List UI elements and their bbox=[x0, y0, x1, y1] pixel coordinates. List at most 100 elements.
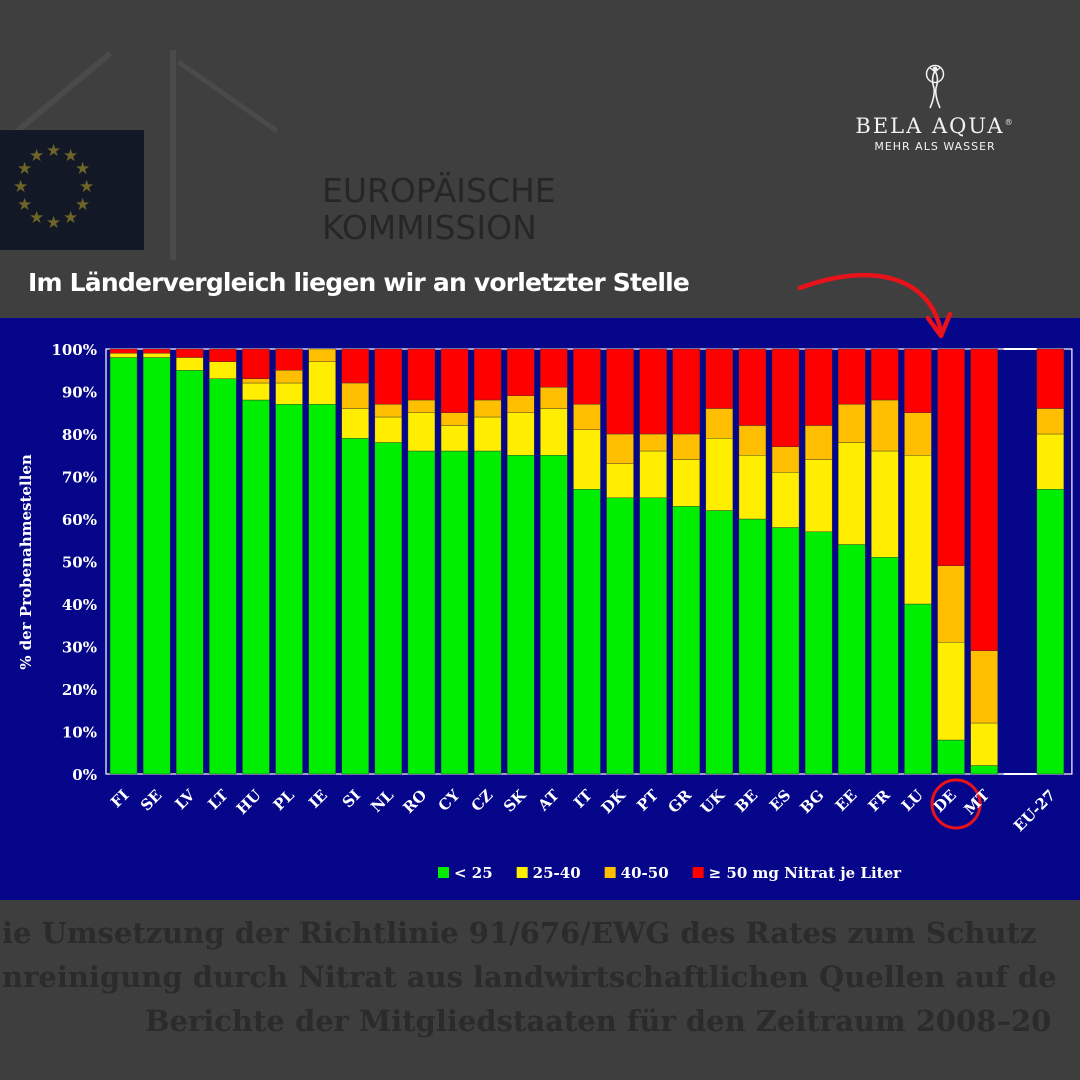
x-tick-label: NL bbox=[367, 786, 397, 816]
bar-segment bbox=[639, 450, 667, 498]
bar-segment bbox=[771, 472, 800, 528]
bar-segment bbox=[937, 642, 965, 741]
bar-segment bbox=[738, 425, 767, 456]
bar-segment bbox=[871, 348, 899, 401]
bar-segment bbox=[1036, 348, 1065, 409]
caption-line-1: ie Umsetzung der Richtlinie 91/676/EWG d… bbox=[2, 916, 1037, 950]
bar-segment bbox=[672, 506, 700, 775]
legend-label: ≥ 50 mg Nitrat je Liter bbox=[709, 864, 902, 882]
y-tick-label: 90% bbox=[62, 384, 97, 402]
bar-segment bbox=[804, 348, 833, 426]
y-tick-label: 20% bbox=[62, 681, 97, 699]
bar-segment bbox=[242, 399, 270, 775]
chart-panel: 0% 10% 20% 30% 40% 50% 60% 70% 80% 90% 100% % der P… bbox=[0, 318, 1080, 900]
commission-line-1: EUROPÄISCHE bbox=[322, 171, 556, 210]
bar-segment bbox=[341, 348, 369, 384]
y-tick-label: 0% bbox=[72, 766, 97, 784]
bar-segment bbox=[209, 361, 237, 379]
x-tick-label: CZ bbox=[468, 786, 497, 815]
x-tick-label: PL bbox=[270, 786, 298, 814]
bar-segment bbox=[970, 650, 998, 724]
x-tick-label: EE bbox=[832, 786, 861, 815]
bar-segment bbox=[1036, 489, 1065, 775]
brand-tagline: MEHR ALS WASSER bbox=[874, 140, 996, 153]
x-tick-label: SI bbox=[339, 786, 364, 811]
y-tick-label: 100% bbox=[51, 341, 97, 359]
bar-segment bbox=[771, 446, 800, 473]
bar-segment bbox=[540, 348, 568, 388]
decorative-building-line bbox=[170, 50, 176, 260]
legend-label: 25-40 bbox=[533, 864, 581, 882]
bar-segment bbox=[341, 382, 369, 409]
commission-line-2: KOMMISSION bbox=[322, 208, 537, 247]
bar-segment bbox=[838, 442, 866, 545]
bar-segment bbox=[904, 455, 932, 605]
x-tick-label: SE bbox=[137, 786, 165, 814]
bar-segment bbox=[904, 603, 932, 775]
bar-segment bbox=[639, 497, 667, 775]
bar-segment bbox=[937, 565, 965, 643]
bar-segment bbox=[440, 412, 469, 426]
y-tick-label: 40% bbox=[62, 596, 97, 614]
decorative-building-line bbox=[177, 60, 279, 133]
bar-segment bbox=[473, 348, 502, 401]
bar-segment bbox=[374, 442, 403, 775]
x-tick-label: FI bbox=[107, 786, 132, 811]
bar-segment bbox=[672, 459, 700, 507]
y-tick-label: 70% bbox=[62, 469, 97, 487]
bar-segment bbox=[573, 429, 601, 490]
bar-segment bbox=[407, 412, 436, 452]
bar-segment bbox=[804, 459, 833, 532]
y-tick-label: 10% bbox=[62, 724, 97, 742]
x-tick-label: IT bbox=[570, 786, 596, 812]
bar-segment bbox=[275, 370, 303, 384]
bar-segment bbox=[738, 518, 767, 775]
y-tick-label: 80% bbox=[62, 426, 97, 444]
bar-segment bbox=[275, 404, 303, 775]
x-tick-label: DK bbox=[598, 785, 630, 817]
bar-segment bbox=[937, 739, 965, 775]
bar-segment bbox=[341, 438, 369, 775]
bar-segment bbox=[573, 348, 601, 405]
legend-swatch bbox=[516, 867, 528, 878]
bar-segment bbox=[209, 378, 237, 775]
legend-swatch bbox=[692, 867, 704, 878]
bar-segment bbox=[507, 395, 535, 413]
bar-segment bbox=[871, 399, 899, 452]
bar-segment bbox=[440, 450, 469, 775]
headline: Im Ländervergleich liegen wir an vorletz… bbox=[28, 268, 690, 297]
x-tick-label: BG bbox=[797, 786, 828, 817]
bar-segment bbox=[507, 412, 535, 456]
x-tick-label: GR bbox=[664, 786, 695, 817]
bar-segment bbox=[440, 348, 469, 413]
bar-segment bbox=[970, 348, 998, 651]
bar-segment bbox=[639, 348, 667, 435]
bar-segment bbox=[738, 348, 767, 426]
y-axis-label: % der Probenahmestellen bbox=[17, 454, 35, 670]
x-tick-label: MT bbox=[961, 786, 994, 819]
bar-segment bbox=[771, 348, 800, 447]
bar-segment bbox=[374, 348, 403, 405]
bar-segment bbox=[308, 404, 336, 775]
mermaid-logo-icon bbox=[925, 64, 945, 109]
bar-segment bbox=[970, 722, 998, 766]
bar-segment bbox=[440, 425, 469, 452]
bar-segment bbox=[142, 348, 171, 354]
x-tick-label: EU-27 bbox=[1010, 786, 1059, 835]
highlight-circle bbox=[930, 778, 982, 830]
bar-segment bbox=[771, 527, 800, 775]
bar-segment bbox=[738, 455, 767, 520]
bar-segment bbox=[606, 433, 634, 464]
bar-segment bbox=[407, 399, 436, 413]
bar-segment bbox=[904, 348, 932, 413]
bar-segment bbox=[176, 370, 204, 775]
bar-segment bbox=[473, 450, 502, 775]
bar-segment bbox=[871, 557, 899, 775]
bar-segment bbox=[705, 510, 734, 775]
bar-segment bbox=[109, 348, 138, 354]
x-tick-label: AT bbox=[534, 786, 564, 816]
bar-segment bbox=[672, 433, 700, 460]
bar-segment bbox=[705, 438, 734, 511]
bar-segment bbox=[804, 425, 833, 460]
bar-segment bbox=[705, 348, 734, 409]
